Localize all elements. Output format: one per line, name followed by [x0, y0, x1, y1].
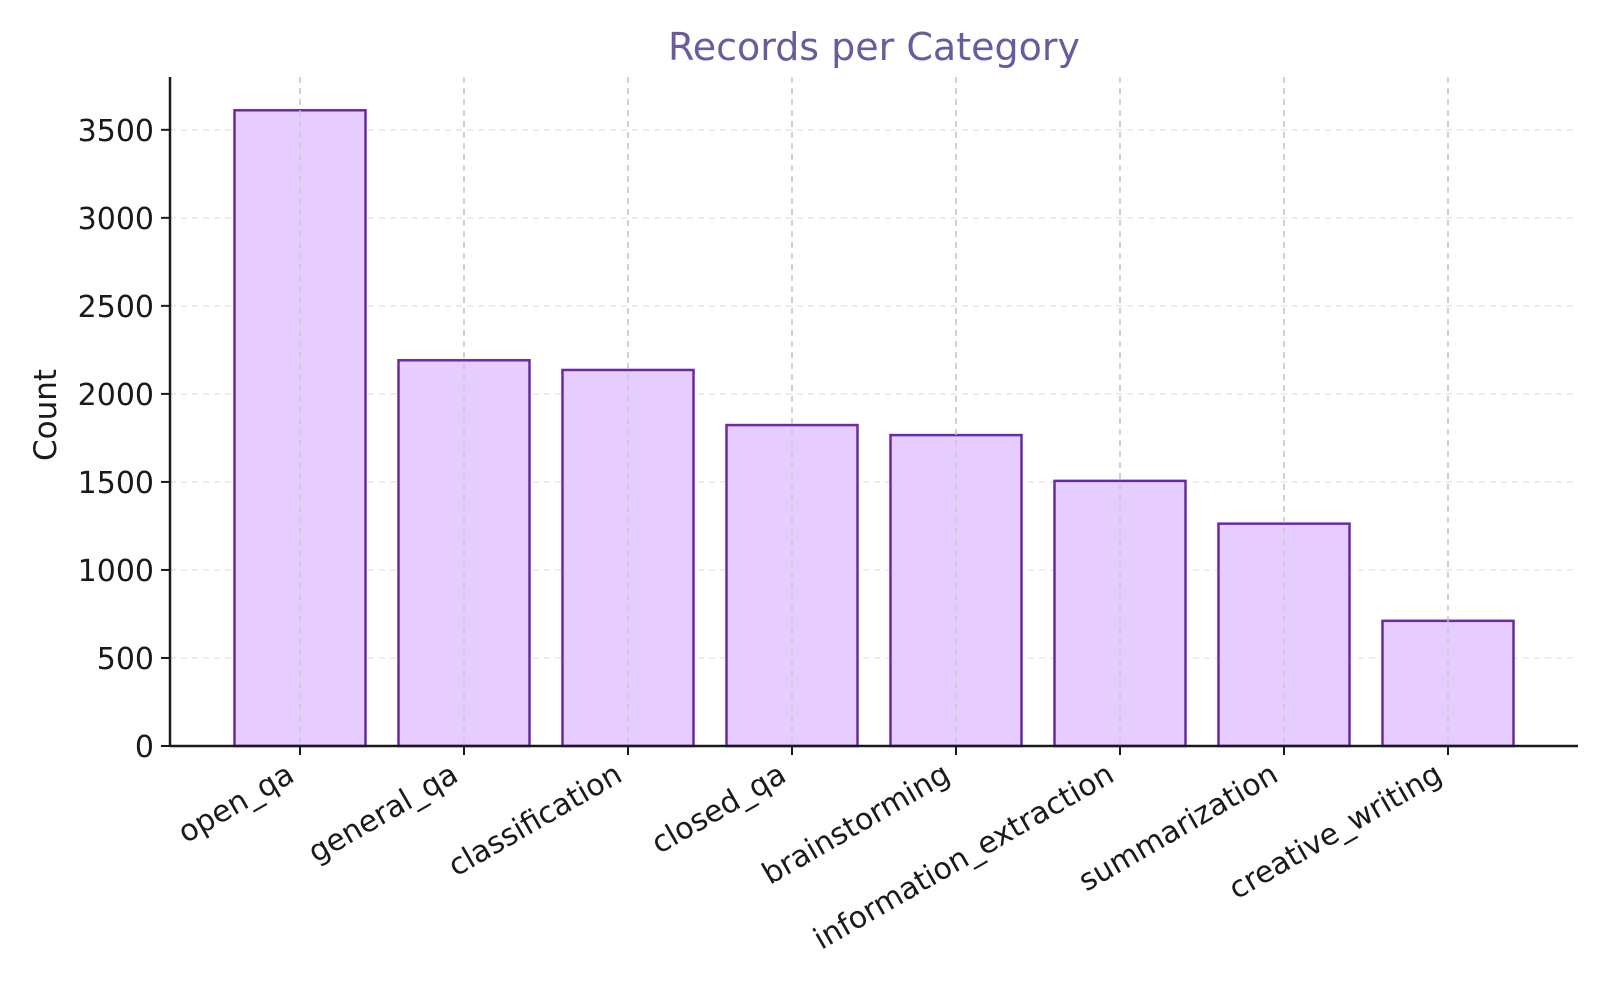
- y-tick-label: 2500: [78, 290, 154, 325]
- grid: [170, 77, 1578, 746]
- chart-title: Records per Category: [668, 25, 1080, 69]
- axes: [161, 77, 1578, 755]
- x-tick-label: closed_qa: [646, 757, 792, 862]
- y-tick-label: 500: [97, 642, 154, 677]
- bar-summarization: [1217, 522, 1351, 748]
- y-tick-label: 1500: [78, 466, 154, 501]
- y-tick-label: 3000: [78, 202, 154, 237]
- y-tick-label: 2000: [78, 378, 154, 413]
- y-tick-label: 3500: [78, 114, 154, 149]
- x-tick-label: classification: [442, 757, 628, 884]
- x-tick-label: information_extraction: [808, 757, 1120, 957]
- y-tick-labels: 0 500 1000 1500 2000 2500 3000 3500: [78, 114, 154, 765]
- bar-classification: [561, 368, 695, 748]
- x-tick-label: open_qa: [172, 757, 300, 851]
- y-tick-label: 1000: [78, 554, 154, 589]
- x-tick-label: general_qa: [302, 757, 464, 871]
- bar-brainstorming: [889, 433, 1023, 748]
- bars: [233, 77, 1515, 748]
- y-tick-label: 0: [135, 730, 154, 765]
- bar-information_extraction: [1053, 479, 1187, 748]
- y-axis-label: Count: [28, 369, 64, 461]
